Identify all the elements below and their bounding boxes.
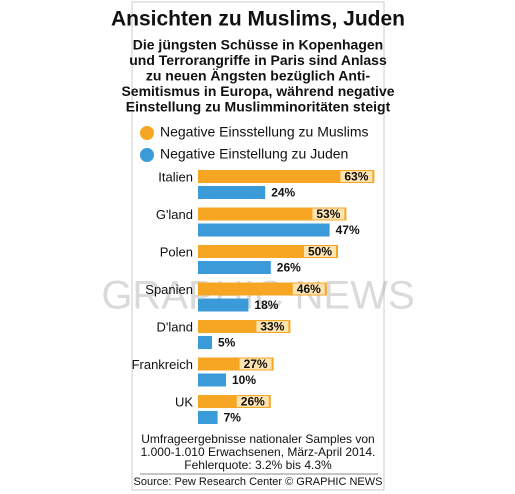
value-label: 33% — [260, 320, 284, 334]
value-label: 26% — [241, 395, 265, 409]
value-label: 50% — [308, 245, 332, 259]
bar — [198, 223, 330, 237]
legend-label: Negative Einsstellung zu Muslims — [160, 124, 369, 140]
chart-title: Ansichten zu Muslims, Juden — [111, 8, 405, 31]
bar — [198, 170, 375, 183]
value-label: 10% — [232, 373, 256, 387]
subtitle: zu neuen Ängsten bezüglich Anti- — [146, 68, 371, 84]
bar — [198, 298, 249, 312]
value-label: 26% — [277, 261, 301, 275]
value-label: 46% — [297, 282, 321, 296]
value-label-box — [256, 321, 289, 332]
value-label-box — [292, 283, 325, 295]
bar — [198, 261, 271, 274]
footnote: 1.000-1.010 Erwachsenen, März-April 2014… — [141, 445, 376, 459]
legend-label: Negative Einstellung zu Juden — [160, 146, 348, 162]
value-label-box — [340, 171, 373, 182]
subtitle: Die jüngsten Schüsse in Kopenhagen — [133, 37, 383, 53]
watermark: GRAPHIC NEWS — [101, 274, 414, 318]
footnote: Fehlerquote: 3.2% bis 4.3% — [184, 458, 332, 472]
source: Source: Pew Research Center © GRAPHIC NE… — [134, 476, 383, 488]
category-label: Italien — [158, 169, 193, 184]
value-label: 5% — [218, 336, 236, 350]
value-label: 18% — [254, 298, 278, 312]
subtitle: Semitismus in Europa, während negative — [121, 83, 394, 99]
bar — [198, 186, 266, 199]
legend-marker — [140, 126, 154, 140]
value-label-box — [312, 208, 345, 220]
value-label-box — [236, 396, 269, 407]
value-label-box — [304, 246, 336, 257]
value-label: 24% — [271, 186, 295, 200]
bar — [198, 245, 338, 258]
category-label: UK — [175, 394, 193, 409]
value-label-box — [239, 358, 272, 370]
category-label: Frankreich — [132, 357, 193, 372]
value-label: 53% — [316, 207, 340, 221]
category-label: Polen — [160, 244, 193, 259]
value-label: 7% — [224, 411, 242, 425]
subtitle: und Terrorangriffe in Paris sind Anlass — [129, 52, 387, 68]
bar — [198, 336, 212, 349]
value-label: 63% — [344, 170, 368, 184]
bar — [198, 207, 347, 221]
subtitle: Einstellung zu Muslimminoritäten steigt — [126, 99, 391, 115]
value-label: 47% — [336, 223, 360, 237]
bar — [198, 373, 226, 387]
bar — [198, 411, 218, 424]
footnote: Umfrageergebnisse nationaler Samples von — [141, 432, 374, 446]
category-label: G'land — [156, 207, 193, 222]
category-label: Spanien — [145, 282, 193, 297]
category-label: D'land — [157, 319, 193, 334]
value-label: 27% — [244, 357, 268, 371]
legend-marker — [140, 148, 154, 162]
